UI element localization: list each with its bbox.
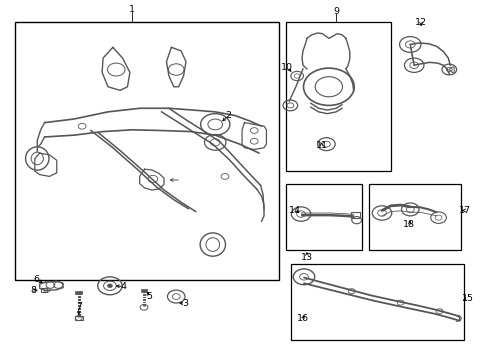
Text: 10: 10 [281,63,293,72]
Text: 2: 2 [225,111,231,120]
Bar [41,288,47,292]
Text: 9: 9 [332,7,339,16]
Text: 17: 17 [458,206,470,215]
Bar [350,212,359,218]
Text: 16: 16 [296,314,308,323]
Text: 4: 4 [121,282,126,291]
Text: 13: 13 [300,253,312,262]
Text: 5: 5 [145,292,152,301]
Text: 8: 8 [31,285,37,294]
Text: 18: 18 [403,220,414,229]
Text: 3: 3 [182,299,188,308]
Bar [15,22,278,280]
Bar [75,316,82,320]
Bar [290,264,463,339]
Text: 15: 15 [461,294,473,303]
Text: 7: 7 [76,302,81,311]
Text: 12: 12 [414,18,426,27]
Bar [285,22,390,171]
Bar [141,289,147,292]
Text: 1: 1 [129,5,135,14]
Text: 11: 11 [315,141,327,150]
Text: 14: 14 [288,206,300,215]
Text: 6: 6 [33,275,39,284]
Bar [75,291,82,294]
Bar [368,184,461,250]
Circle shape [107,284,112,288]
Bar [285,184,361,250]
